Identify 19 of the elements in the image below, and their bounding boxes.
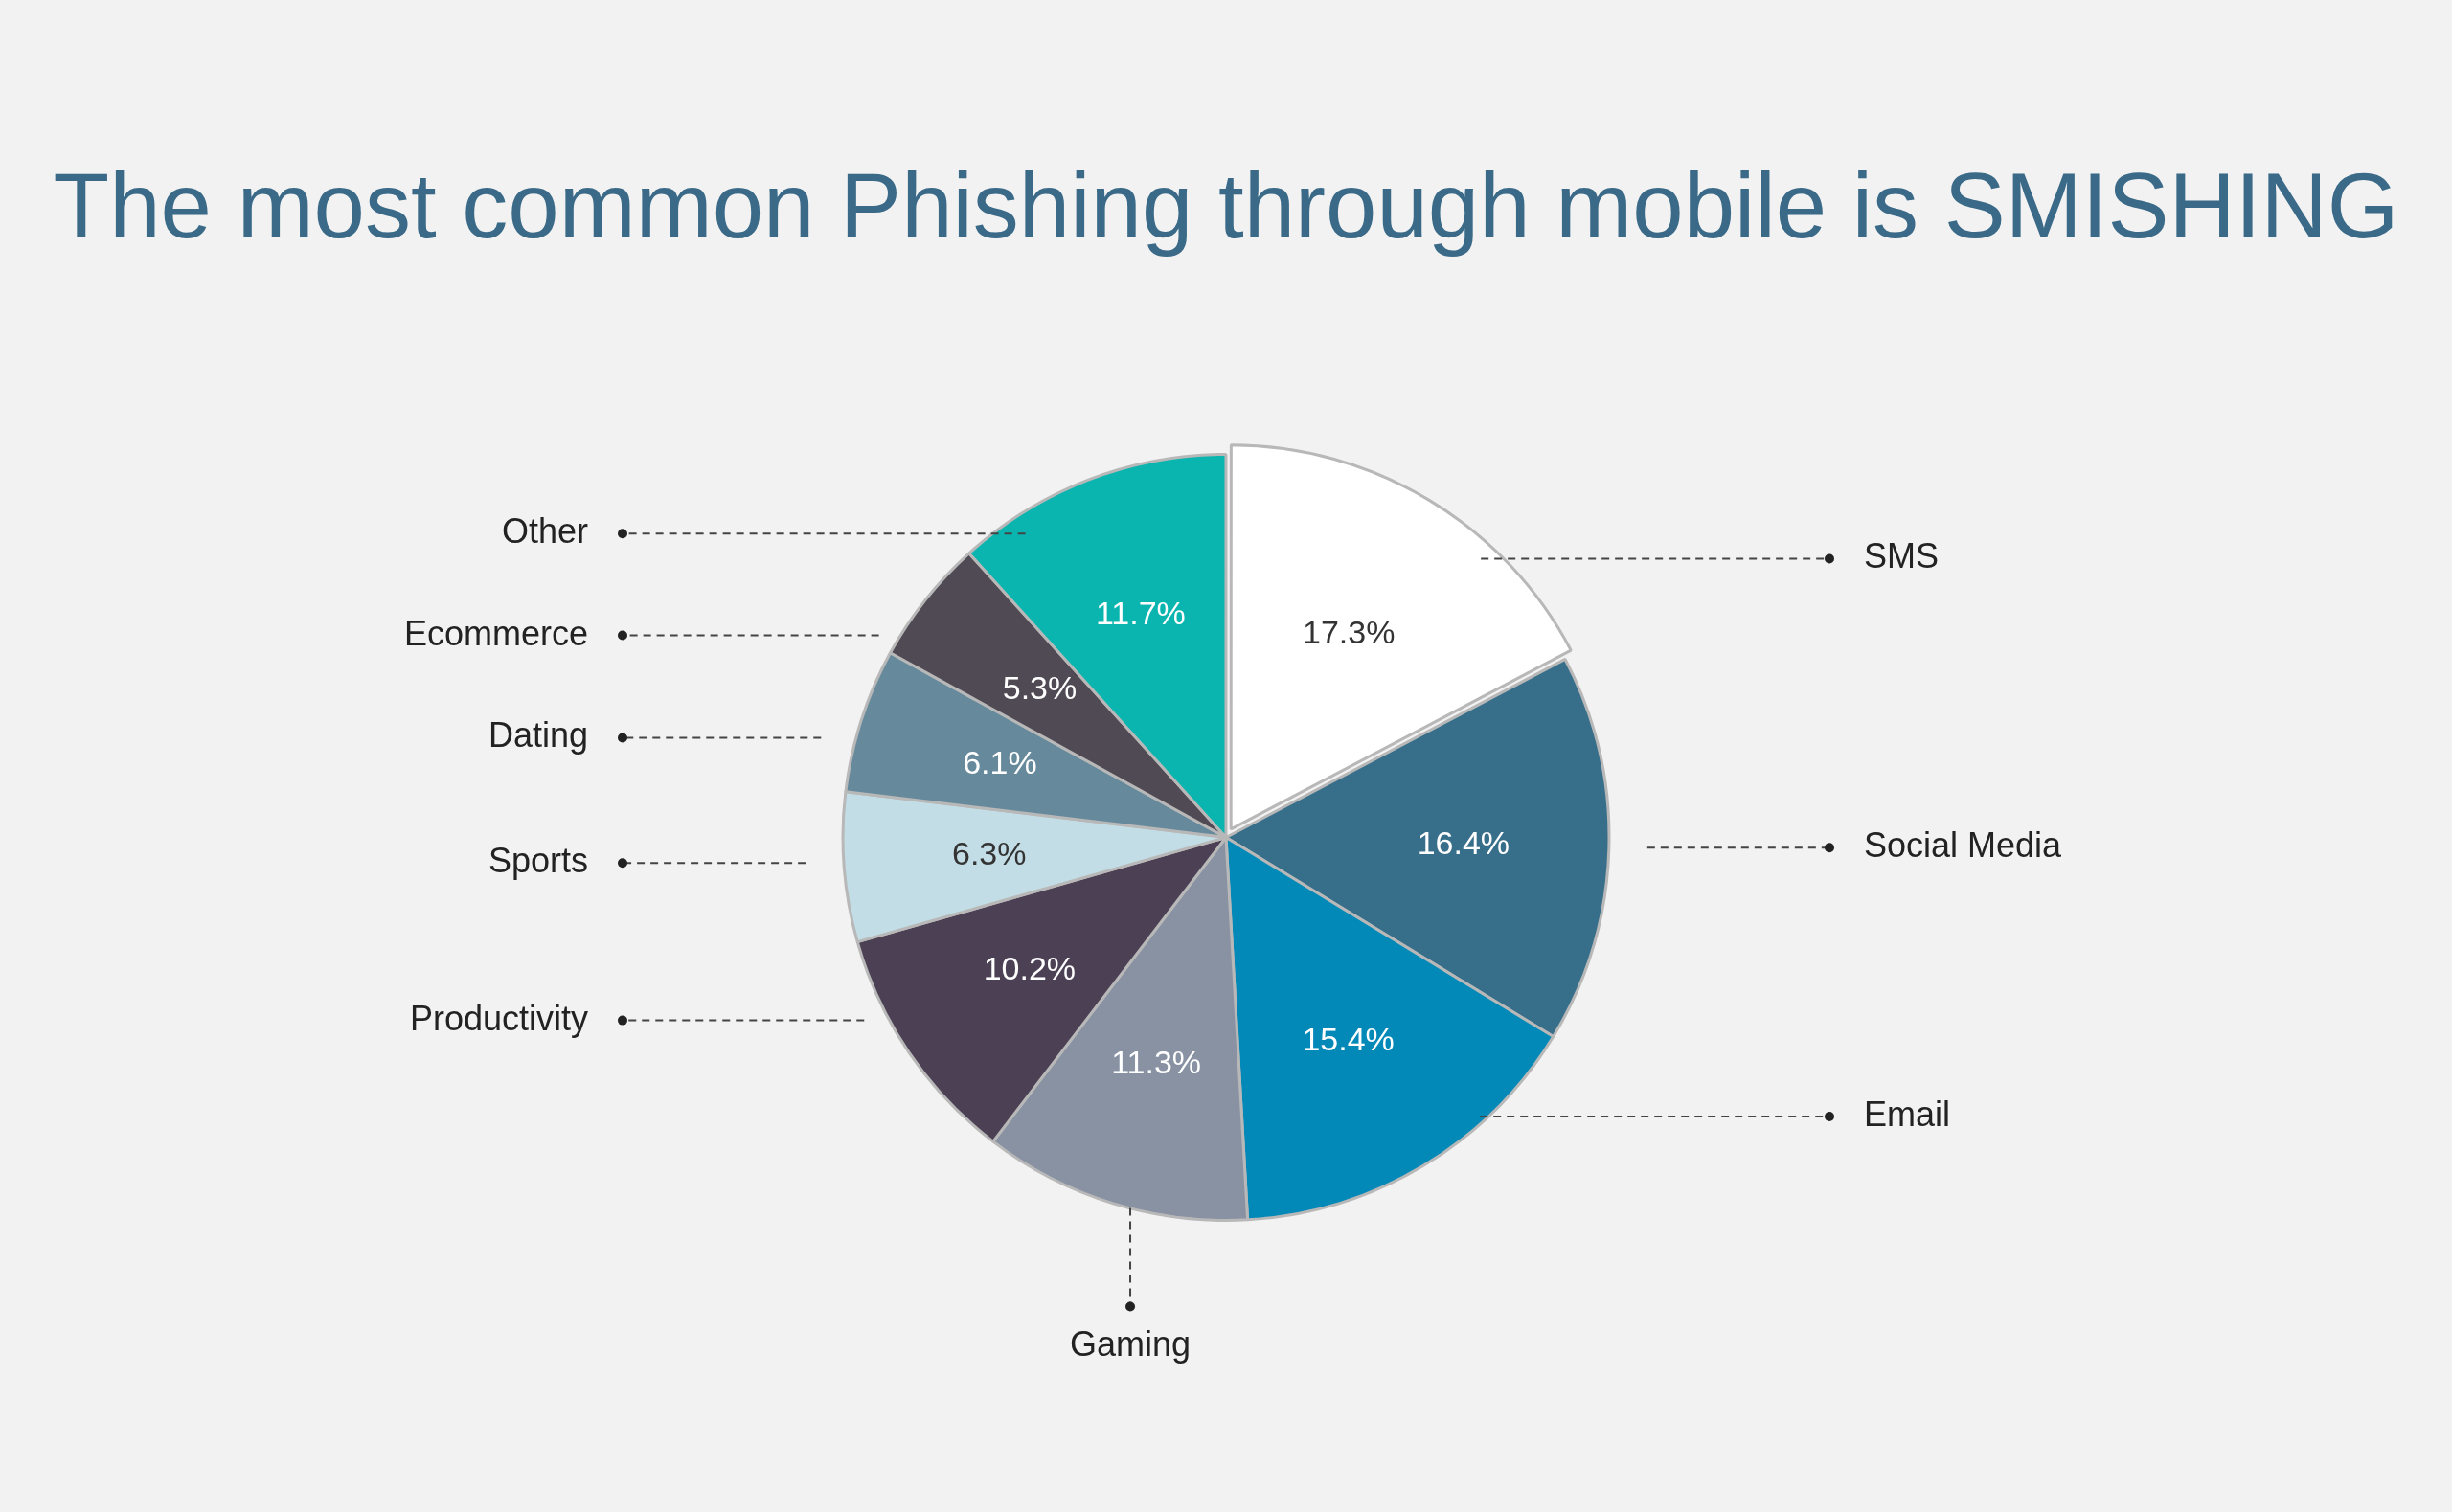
data-label: 15.4% xyxy=(1302,1020,1395,1057)
slice-label: SMS xyxy=(1864,536,1940,576)
data-label: 11.7% xyxy=(1095,595,1186,632)
slice-label: Gaming xyxy=(1069,1324,1192,1365)
slice-label: Productivity xyxy=(409,998,588,1038)
data-label: 5.3% xyxy=(1002,669,1078,707)
data-label: 6.3% xyxy=(952,835,1027,872)
slice-label: Social Media xyxy=(1864,825,2063,866)
data-label: 6.1% xyxy=(963,743,1037,780)
slice-label: Email xyxy=(1864,1094,1951,1134)
data-label: 11.3% xyxy=(1111,1043,1202,1080)
slice-label: Dating xyxy=(488,715,588,756)
slice-label: Sports xyxy=(488,841,588,881)
slice-label: Other xyxy=(501,511,588,552)
data-label: 10.2% xyxy=(983,950,1077,987)
slice-label: Ecommerce xyxy=(403,613,588,653)
data-label: 16.4% xyxy=(1417,824,1510,861)
chart-title: The most common Phishing through mobile is SMISHING xyxy=(52,153,2400,259)
data-label: 17.3% xyxy=(1303,613,1396,650)
